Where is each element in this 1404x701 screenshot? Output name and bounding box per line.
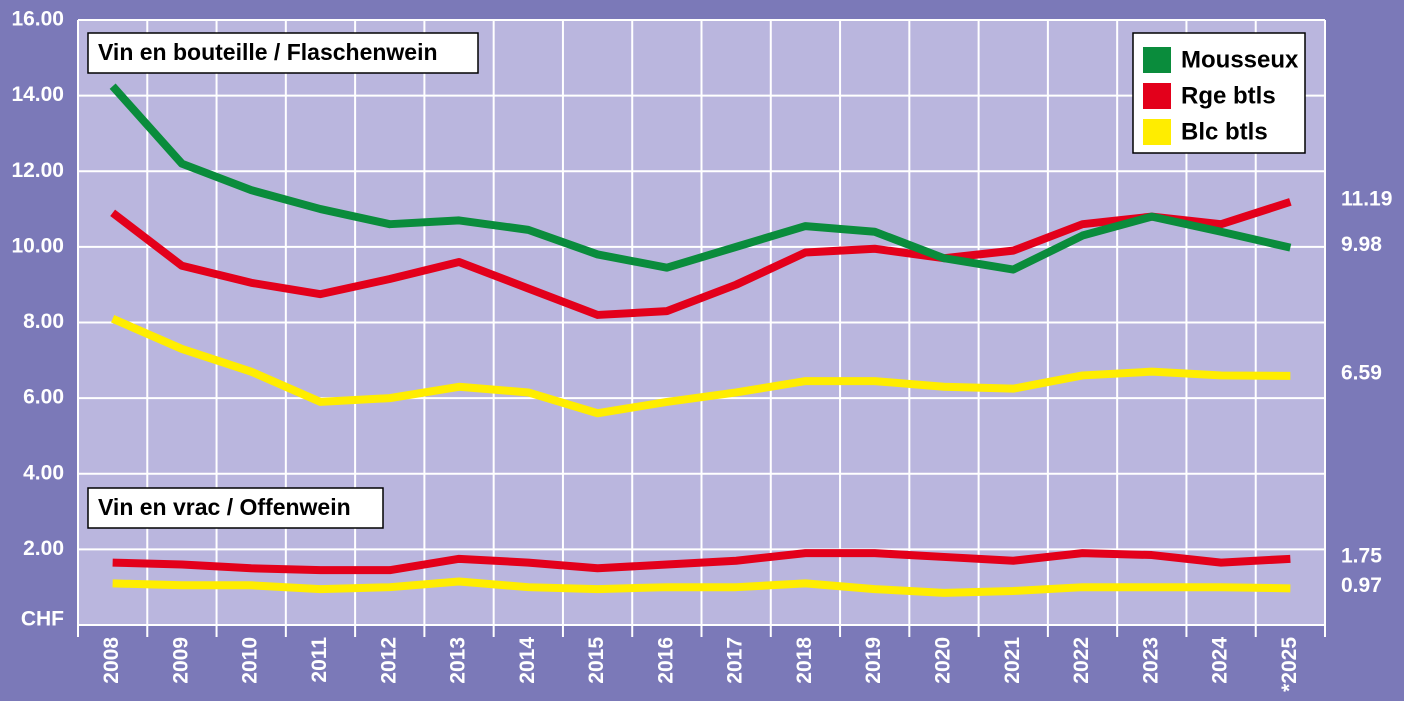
y-tick-label: 10.00 (11, 234, 64, 257)
x-tick-label: 2012 (377, 637, 400, 684)
legend-label: Blc btls (1181, 118, 1268, 145)
legend-swatch (1143, 83, 1171, 109)
y-tick-label: 2.00 (23, 537, 64, 560)
legend-label: Mousseux (1181, 46, 1299, 73)
x-tick-label: 2014 (516, 637, 539, 684)
x-tick-label: 2023 (1139, 637, 1162, 684)
x-tick-label: 2021 (1001, 637, 1024, 684)
x-tick-label: 2009 (169, 637, 192, 684)
y-tick-label: 14.00 (11, 83, 64, 106)
y-tick-label: 16.00 (11, 8, 64, 31)
x-tick-label: 2016 (654, 637, 677, 684)
x-tick-label: *2025 (1278, 637, 1301, 692)
legend-label: Rge btls (1181, 82, 1276, 109)
annotation: Vin en bouteille / Flaschenwein (98, 39, 438, 65)
end-label: 1.75 (1341, 544, 1382, 567)
end-label: 9.98 (1341, 233, 1382, 256)
x-tick-label: 2022 (1070, 637, 1093, 684)
y-tick-label: 4.00 (23, 461, 64, 484)
x-tick-label: 2015 (585, 637, 608, 684)
x-tick-label: 2013 (447, 637, 470, 684)
y-tick-label: 6.00 (23, 386, 64, 409)
x-tick-label: 2020 (932, 637, 955, 684)
series-line (109, 83, 1292, 274)
x-tick-label: 2010 (239, 637, 262, 684)
x-tick-label: 2019 (862, 637, 885, 684)
y-tick-label: 8.00 (23, 310, 64, 333)
annotation-box (87, 487, 384, 529)
legend-swatch (1143, 47, 1171, 73)
annotation-box (87, 32, 479, 74)
series-line (112, 549, 1291, 575)
y-tick-label: CHF (21, 608, 64, 631)
series-line (111, 315, 1291, 418)
end-label: 0.97 (1341, 574, 1382, 597)
end-label: 6.59 (1341, 361, 1382, 384)
annotation: Vin en vrac / Offenwein (98, 494, 351, 520)
series-line (110, 198, 1292, 319)
legend-swatch (1143, 119, 1171, 145)
end-label: 11.19 (1341, 187, 1392, 210)
y-tick-label: 12.00 (11, 159, 64, 182)
x-tick-label: 2008 (100, 637, 123, 684)
x-tick-label: 2017 (724, 637, 747, 684)
x-tick-label: 2011 (308, 637, 331, 683)
x-tick-label: 2018 (793, 637, 816, 684)
series-line (112, 577, 1291, 597)
x-tick-label: 2024 (1209, 637, 1232, 684)
